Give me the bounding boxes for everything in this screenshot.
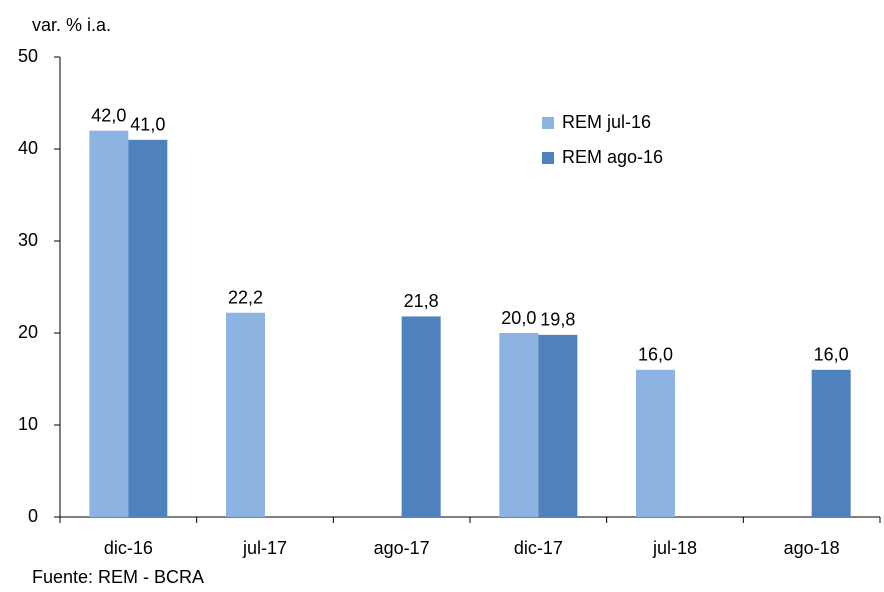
bar [128, 139, 168, 518]
value-label: 42,0 [91, 105, 126, 125]
y-tick-label: 0 [28, 506, 38, 526]
bar [226, 312, 265, 517]
bar [499, 333, 539, 517]
value-label: 16,0 [814, 345, 849, 365]
bar [89, 130, 129, 517]
y-tick-label: 50 [18, 46, 38, 66]
y-tick-label: 30 [18, 230, 38, 250]
legend-swatch [542, 152, 554, 164]
x-tick-label: jul-17 [242, 538, 287, 558]
y-tick-label: 10 [18, 414, 38, 434]
value-label: 20,0 [501, 308, 536, 328]
value-label: 41,0 [130, 115, 165, 135]
x-tick-label: dic-17 [514, 538, 563, 558]
bar [811, 369, 851, 517]
value-label: 19,8 [540, 310, 575, 330]
value-label: 22,2 [228, 288, 263, 308]
value-label: 16,0 [638, 345, 673, 365]
source: Fuente: REM - BCRA [32, 567, 204, 587]
legend-label: REM ago-16 [562, 147, 663, 167]
bar [538, 334, 578, 517]
x-tick-label: jul-18 [652, 538, 697, 558]
x-tick-label: dic-16 [104, 538, 153, 558]
value-label: 21,8 [404, 291, 439, 311]
bar [401, 316, 441, 517]
x-tick-label: ago-18 [784, 538, 840, 558]
bar [636, 369, 675, 517]
y-tick-label: 40 [18, 138, 38, 158]
legend-label: REM jul-16 [562, 112, 651, 132]
x-tick-label: ago-17 [374, 538, 430, 558]
legend-swatch [542, 117, 554, 129]
y-tick-label: 20 [18, 322, 38, 342]
y-axis-label: var. % i.a. [32, 15, 111, 35]
